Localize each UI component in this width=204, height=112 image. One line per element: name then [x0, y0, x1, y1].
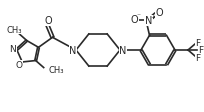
Text: CH₃: CH₃: [49, 65, 64, 74]
Text: F: F: [194, 54, 200, 63]
Text: F: F: [197, 46, 203, 55]
Text: O: O: [16, 61, 23, 70]
Text: N: N: [144, 16, 151, 26]
Text: F: F: [194, 38, 200, 47]
Text: N: N: [69, 46, 76, 56]
Text: O: O: [44, 16, 52, 26]
Text: CH₃: CH₃: [6, 26, 21, 35]
Text: O: O: [130, 15, 138, 25]
Text: ⁻: ⁻: [136, 12, 140, 21]
Text: O: O: [155, 8, 163, 18]
Text: +: +: [149, 15, 154, 20]
Text: N: N: [9, 45, 16, 54]
Text: N: N: [119, 46, 126, 56]
